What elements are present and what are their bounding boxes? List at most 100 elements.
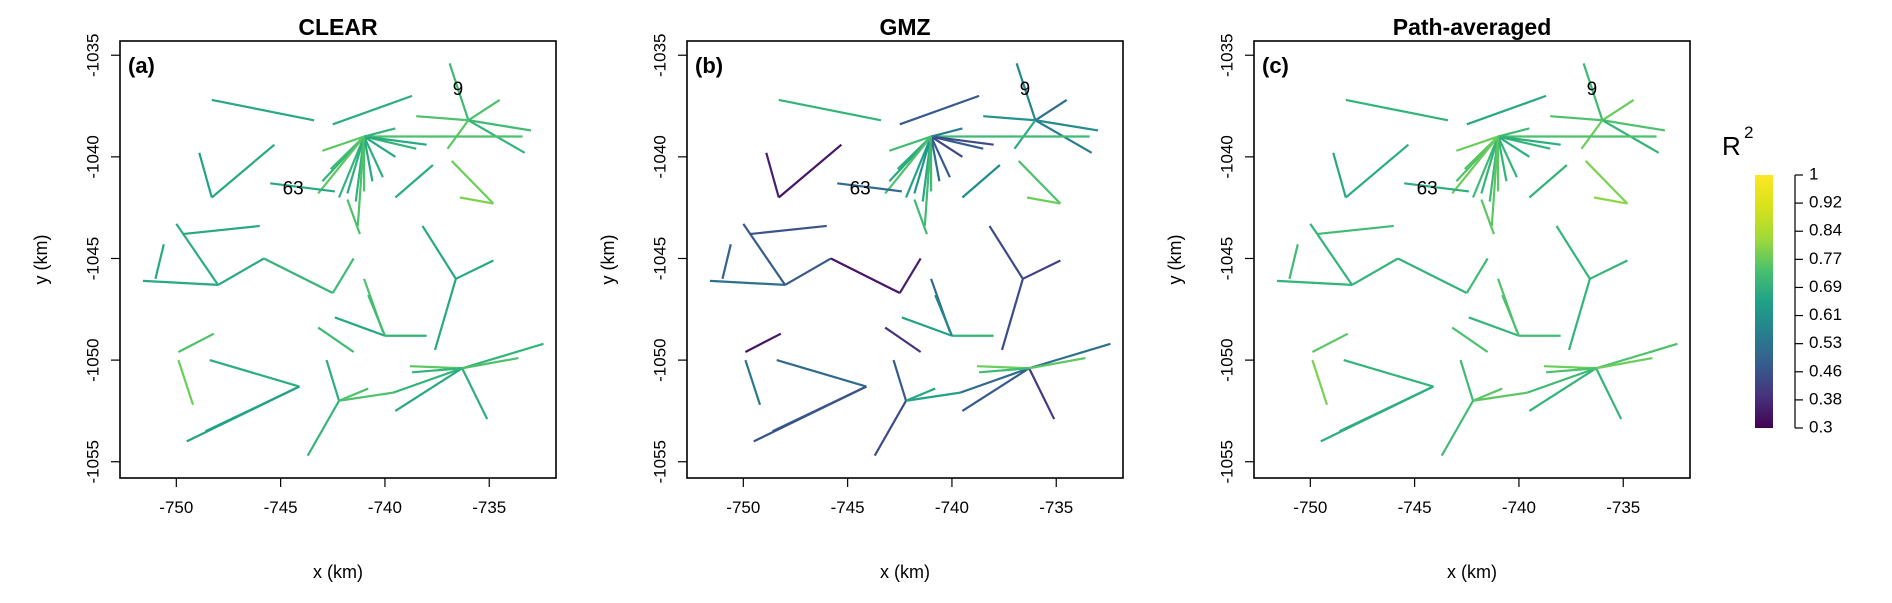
link-segment [362, 136, 374, 182]
node-label: 63 [283, 178, 304, 199]
link-segment [1276, 279, 1353, 287]
y-tick-label: -1045 [650, 237, 669, 280]
colorbar-tick-label: 0.84 [1809, 221, 1842, 240]
y-tick-label: -1055 [83, 440, 102, 483]
link-segment [394, 164, 434, 199]
y-tick-label: -1050 [1217, 338, 1236, 381]
x-axis-title: x (km) [1447, 562, 1497, 582]
link-segment [1497, 127, 1530, 138]
link-segment [1026, 196, 1061, 205]
link-segment [1497, 135, 1561, 146]
link-segment [778, 98, 882, 122]
node-label: 63 [850, 178, 871, 199]
link-segment [709, 279, 786, 287]
link-segment [1528, 164, 1568, 199]
link-segment [363, 135, 396, 158]
link-segment [930, 136, 951, 178]
colorbar-tick-label: 0.53 [1809, 333, 1842, 352]
link-segment [929, 136, 941, 182]
link-segment [338, 387, 369, 402]
y-tick-label: -1055 [1217, 440, 1236, 483]
link-segment [1480, 199, 1495, 235]
link-segment [1545, 367, 1597, 374]
link-segment [461, 356, 519, 370]
link-segment [468, 119, 532, 132]
link-segment [338, 136, 366, 198]
link-segment [317, 326, 355, 353]
link-segment [776, 359, 867, 388]
link-segment [1451, 326, 1489, 353]
link-segment [1584, 160, 1629, 205]
y-axis-title: y (km) [31, 235, 51, 285]
link-segment [892, 359, 908, 402]
panel-letter: (a) [128, 53, 155, 78]
link-segment [1497, 135, 1530, 158]
link-segment [1496, 136, 1508, 182]
link-segment [1013, 119, 1037, 150]
link-segment [1601, 99, 1635, 122]
x-tick-label: -740 [935, 498, 969, 517]
link-segment [416, 115, 469, 122]
link-segment [753, 385, 867, 443]
link-segment [1580, 119, 1604, 150]
link-segment [448, 63, 470, 121]
y-tick-label: -1055 [650, 440, 669, 483]
link-segment [209, 359, 300, 388]
link-segment [450, 160, 495, 205]
link-segment [1311, 332, 1349, 353]
link-segment [1468, 316, 1520, 337]
panel-title: Path-averaged [1393, 14, 1552, 40]
link-segment [961, 164, 1001, 199]
link-segment [873, 400, 907, 457]
link-segment [177, 332, 215, 353]
link-segment [1497, 136, 1518, 178]
x-axis-title: x (km) [880, 562, 930, 582]
link-segment [263, 257, 334, 295]
panel-title: CLEAR [298, 14, 378, 40]
link-segment [1480, 136, 1500, 194]
link-segment [1490, 136, 1500, 227]
link-segment [961, 367, 1030, 412]
link-segment [988, 225, 1024, 280]
link-segment [331, 257, 355, 294]
plot-frame [119, 40, 557, 479]
x-tick-label: -750 [159, 498, 193, 517]
link-segment [446, 119, 470, 150]
panel-1: CLEAR (a) 9 63 -750 -745 -740 -735 -1035 -1040 -10… [31, 14, 557, 582]
y-tick-label: -1050 [83, 338, 102, 381]
link-segment [1595, 356, 1653, 370]
plot-frame [1253, 40, 1691, 479]
link-segment [1035, 119, 1099, 132]
link-segment [1316, 224, 1394, 236]
link-segment [394, 367, 463, 412]
link-segment [467, 99, 501, 122]
link-segment [930, 135, 963, 158]
link-segment [923, 136, 933, 227]
x-tick-label: -740 [1502, 498, 1536, 517]
colorbar-tick-label: 0.77 [1809, 249, 1842, 268]
link-segment [778, 143, 843, 199]
link-segment [1550, 115, 1603, 122]
link-segment [455, 259, 494, 280]
link-segment [744, 359, 762, 406]
y-axis-title: y (km) [598, 235, 618, 285]
link-segment [1017, 160, 1062, 205]
link-segment [461, 367, 489, 420]
link-segment [142, 279, 219, 287]
link-segment [1459, 359, 1475, 402]
link-segment [1595, 367, 1623, 420]
link-segment [346, 199, 361, 235]
link-segment [899, 94, 980, 126]
link-segment [1028, 367, 1056, 420]
link-segment [1320, 385, 1434, 443]
link-segment [1440, 400, 1474, 457]
node-label: 9 [1587, 79, 1598, 100]
link-segment [338, 391, 394, 402]
panel-3: Path-averaged (c) 9 63 -750 -745 -740 -735 -1035… [1165, 14, 1691, 582]
link-segment [317, 135, 365, 195]
x-tick-label: -735 [1039, 498, 1073, 517]
link-segment [1000, 278, 1024, 351]
y-axis-title: y (km) [1165, 235, 1185, 285]
link-segment [211, 143, 276, 199]
link-segment [1466, 94, 1547, 126]
